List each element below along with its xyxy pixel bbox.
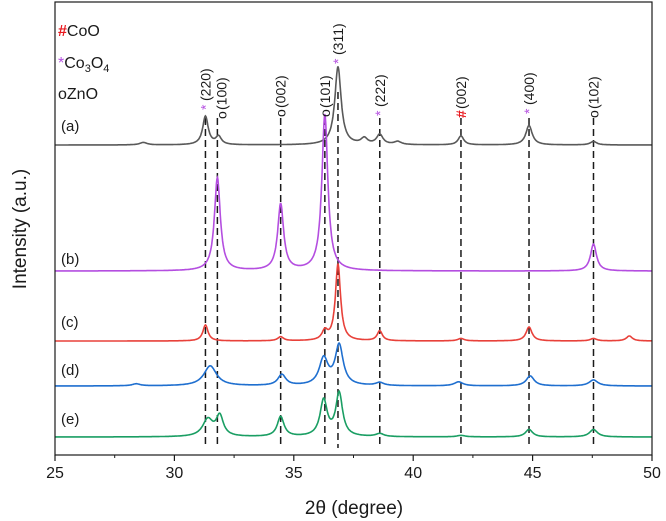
legend-marker-0: #	[58, 23, 67, 40]
peak-label-8: ο(102)	[586, 76, 602, 118]
legend-sub-a-1: 3	[85, 63, 91, 75]
peak-marker-1: ο	[213, 111, 229, 119]
series-curve-2	[55, 263, 652, 342]
peak-index-3: (101)	[317, 75, 333, 108]
peak-index-2: (002)	[273, 75, 289, 108]
y-axis-title: Intensity (a.u.)	[10, 169, 31, 289]
peak-marker-3: ο	[317, 109, 333, 117]
peak-marker-5: *	[372, 110, 388, 116]
peak-index-0: (220)	[197, 68, 213, 101]
curve-labels: (a) (b) (c) (d) (e)	[61, 118, 79, 428]
x-tick-label-1: 30	[166, 465, 184, 482]
peak-label-6: #(002)	[453, 76, 469, 118]
peak-marker-2: ο	[273, 109, 289, 117]
x-tick-label-0: 25	[46, 465, 64, 482]
peak-marker-8: ο	[586, 110, 602, 118]
series-curve-3	[55, 342, 652, 387]
peak-label-0: * (220)	[197, 68, 213, 110]
reference-lines	[204, 92, 595, 448]
legend-entry-0: #CoO	[58, 23, 100, 40]
x-axis-title: 2θ (degree)	[305, 498, 403, 519]
series-curve-0	[55, 66, 652, 146]
legend-text-2: ZnO	[67, 86, 98, 103]
legend-entry-2: οZnO	[58, 86, 98, 103]
peak-index-4: (311)	[330, 23, 346, 55]
curve-label-4: (e)	[61, 411, 79, 428]
peak-label-1: ο(100)	[213, 77, 229, 119]
peak-label-3: ο(101)	[317, 75, 333, 117]
curves	[55, 66, 652, 438]
x-tick-label-3: 40	[404, 465, 422, 482]
x-tick-label-4: 45	[524, 465, 542, 482]
peak-label-4: * (311)	[330, 23, 346, 64]
peak-index-5: (222)	[372, 74, 388, 107]
legend-text2-1: O	[91, 55, 103, 72]
axes	[54, 1, 653, 456]
curve-label-3: (d)	[61, 362, 79, 379]
plot-frame	[54, 1, 653, 456]
peak-marker-4: *	[330, 58, 346, 64]
peak-index-6: (002)	[453, 76, 469, 109]
peak-marker-0: *	[197, 104, 213, 110]
legend-entry-1: *Co3O4	[58, 55, 109, 75]
legend-marker-1: *	[58, 55, 64, 72]
curve-label-1: (b)	[61, 251, 79, 268]
x-tick-label-2: 35	[285, 465, 303, 482]
legend-sub-b-1: 4	[103, 63, 109, 75]
series-curve-1	[55, 113, 652, 272]
legend-marker-2: ο	[58, 86, 67, 103]
x-tick-label-5: 50	[643, 465, 661, 482]
peak-index-8: (102)	[586, 76, 602, 109]
peak-index-7: (400)	[521, 72, 537, 105]
peak-marker-6: #	[453, 110, 469, 118]
legend-text-1: Co	[64, 55, 85, 72]
peak-index-1: (100)	[213, 77, 229, 110]
legend-text-0: CoO	[67, 23, 100, 40]
peak-labels: *(220)ο(100)ο(002)ο(101)*(311)*(222)#(00…	[197, 23, 601, 119]
curve-label-2: (c)	[61, 314, 79, 331]
peak-label-5: * (222)	[372, 74, 388, 116]
peak-label-7: * (400)	[521, 72, 537, 114]
x-ticks: 25 30 35 40 45 50	[46, 455, 661, 482]
peak-marker-7: *	[521, 108, 537, 114]
peak-label-2: ο(002)	[273, 75, 289, 117]
series-curve-4	[55, 389, 652, 438]
curve-label-0: (a)	[61, 118, 79, 135]
